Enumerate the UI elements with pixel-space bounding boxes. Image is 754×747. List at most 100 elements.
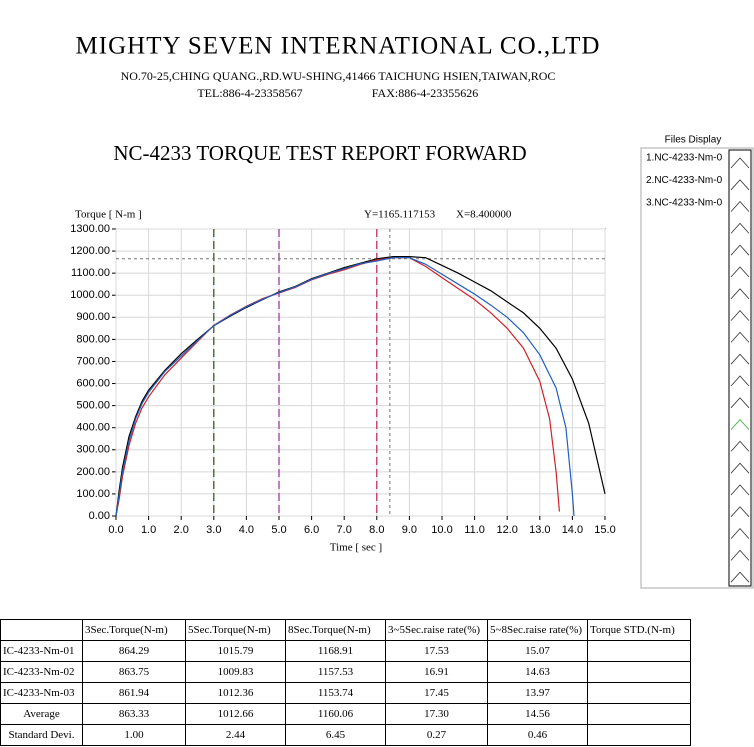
x-tick-label: 14.0 bbox=[562, 524, 583, 536]
table-row: Average 863.33 1012.66 1160.06 17.30 14.56 bbox=[0, 703, 691, 725]
table-cell bbox=[0, 619, 83, 641]
x-tick-label: 2.0 bbox=[174, 524, 189, 536]
file-entry: 2.NC-4233-Nm-0 bbox=[646, 175, 723, 186]
table-cell: 1012.36 bbox=[185, 682, 286, 704]
table-cell: Average bbox=[0, 703, 83, 725]
table-cell: 863.33 bbox=[82, 703, 186, 725]
file-icon bbox=[730, 375, 750, 387]
table-cell bbox=[587, 661, 691, 683]
table-cell: 1.00 bbox=[82, 724, 186, 746]
table-row: IC-4233-Nm-03 861.94 1012.36 1153.74 17.45 13… bbox=[0, 682, 691, 704]
file-icon bbox=[730, 440, 750, 452]
table-cell: 863.75 bbox=[82, 661, 186, 683]
x-tick-label: 11.0 bbox=[464, 524, 485, 536]
file-icon bbox=[730, 244, 750, 256]
table-header: 3Sec.Torque(N-m) 5Sec.Torque(N-m) 8Sec.Tor… bbox=[0, 619, 691, 641]
company-name: MIGHTY SEVEN INTERNATIONAL CO.,LTD bbox=[76, 33, 601, 60]
report: MIGHTY SEVEN INTERNATIONAL CO.,LTD NO.70… bbox=[70, 33, 754, 589]
cursor-y: Y=1165.117153 bbox=[364, 209, 436, 221]
table-cell: 2.44 bbox=[185, 724, 286, 746]
table-cell: 1012.66 bbox=[185, 703, 286, 725]
y-tick-label: 600.00 bbox=[76, 377, 110, 389]
x-tick-label: 10.0 bbox=[431, 524, 452, 536]
x-tick-label: 15.0 bbox=[594, 524, 615, 536]
x-tick-label: 5.0 bbox=[271, 524, 286, 536]
x-tick-label: 9.0 bbox=[402, 524, 417, 536]
table-cell: 1157.53 bbox=[285, 661, 386, 683]
file-icon bbox=[730, 201, 750, 212]
file-icon bbox=[730, 157, 750, 169]
y-tick-label: 1200.00 bbox=[70, 245, 110, 257]
file-icon bbox=[730, 310, 750, 321]
torque-curve bbox=[115, 257, 575, 517]
table-cell: IC-4233-Nm-03 bbox=[0, 682, 83, 704]
x-tick-label: 7.0 bbox=[337, 524, 352, 536]
chart-title: NC-4233 TORQUE TEST REPORT FORWARD bbox=[113, 141, 526, 165]
table-cell: 15.07 bbox=[487, 640, 588, 662]
table-cell: Standard Devi. bbox=[0, 724, 83, 746]
table-cell: 13.97 bbox=[487, 682, 588, 704]
table-cell: 6.45 bbox=[285, 724, 386, 746]
y-tick-label: 700.00 bbox=[76, 355, 110, 367]
y-tick-label: 200.00 bbox=[76, 466, 110, 478]
y-tick-label: 100.00 bbox=[76, 488, 110, 500]
x-tick-label: 3.0 bbox=[206, 524, 221, 536]
y-tick-label: 800.00 bbox=[76, 333, 110, 345]
x-axis-label: Time [ sec ] bbox=[330, 542, 382, 554]
y-tick-label: 500.00 bbox=[76, 400, 110, 412]
file-entry: 3.NC-4233-Nm-0 bbox=[646, 198, 723, 209]
file-icon bbox=[730, 484, 750, 496]
x-tick-label: 1.0 bbox=[141, 524, 156, 536]
table-cell bbox=[587, 640, 691, 662]
file-icon bbox=[730, 462, 750, 474]
x-tick-label: 0.0 bbox=[108, 524, 123, 536]
x-tick-label: 13.0 bbox=[529, 524, 550, 536]
file-icon bbox=[730, 222, 750, 234]
x-tick-label: 8.0 bbox=[369, 524, 384, 536]
table-cell: 16.91 bbox=[385, 661, 488, 683]
table-cell: 5Sec.Torque(N-m) bbox=[185, 619, 286, 641]
y-tick-label: 1100.00 bbox=[71, 267, 110, 279]
y-axis-label: Torque [ N-m ] bbox=[75, 209, 142, 221]
table-cell bbox=[587, 682, 691, 704]
x-tick-label: 12.0 bbox=[496, 524, 517, 536]
table-cell: 0.46 bbox=[487, 724, 588, 746]
file-icon bbox=[730, 549, 750, 561]
file-icon bbox=[730, 179, 750, 191]
y-tick-label: 1300.00 bbox=[70, 223, 110, 235]
x-tick-label: 4.0 bbox=[239, 524, 254, 536]
address: NO.70-25,CHING QUANG.,RD.WU-SHING,41466 … bbox=[121, 69, 556, 83]
file-icon bbox=[730, 528, 750, 539]
file-icon bbox=[730, 419, 750, 430]
file-icon bbox=[730, 353, 750, 365]
table-cell: 1153.74 bbox=[285, 682, 386, 704]
file-entry: 1.NC-4233-Nm-0 bbox=[646, 153, 723, 164]
file-icon bbox=[730, 288, 750, 300]
table-cell: 17.53 bbox=[385, 640, 488, 662]
fax: FAX:886-4-23355626 bbox=[372, 86, 478, 100]
y-tick-label: 1000.00 bbox=[70, 289, 110, 301]
icon-column bbox=[728, 149, 752, 587]
table-cell bbox=[587, 703, 691, 725]
results-table: 3Sec.Torque(N-m) 5Sec.Torque(N-m) 8Sec.Tor… bbox=[0, 619, 691, 746]
y-tick-label: 900.00 bbox=[76, 311, 110, 323]
file-icon bbox=[730, 266, 750, 278]
table-cell: 8Sec.Torque(N-m) bbox=[285, 619, 386, 641]
file-icon bbox=[730, 331, 750, 343]
y-tick-label: 300.00 bbox=[76, 444, 110, 456]
y-tick-label: 0.00 bbox=[89, 510, 110, 522]
x-tick-label: 6.0 bbox=[304, 524, 319, 536]
table-cell: Torque STD.(N-m) bbox=[587, 619, 691, 641]
table-cell: 14.56 bbox=[487, 703, 588, 725]
table-cell: 17.30 bbox=[385, 703, 488, 725]
table-cell: 17.45 bbox=[385, 682, 488, 704]
file-icon bbox=[730, 571, 750, 583]
table-cell: 1168.91 bbox=[285, 640, 386, 662]
cursor-x: X=8.400000 bbox=[456, 209, 512, 221]
table-cell: 5~8Sec.raise rate(%) bbox=[487, 619, 588, 641]
table-cell: 1160.06 bbox=[285, 703, 386, 725]
table-cell: IC-4233-Nm-02 bbox=[0, 661, 83, 683]
table-cell: 0.27 bbox=[385, 724, 488, 746]
file-icon bbox=[730, 506, 750, 518]
